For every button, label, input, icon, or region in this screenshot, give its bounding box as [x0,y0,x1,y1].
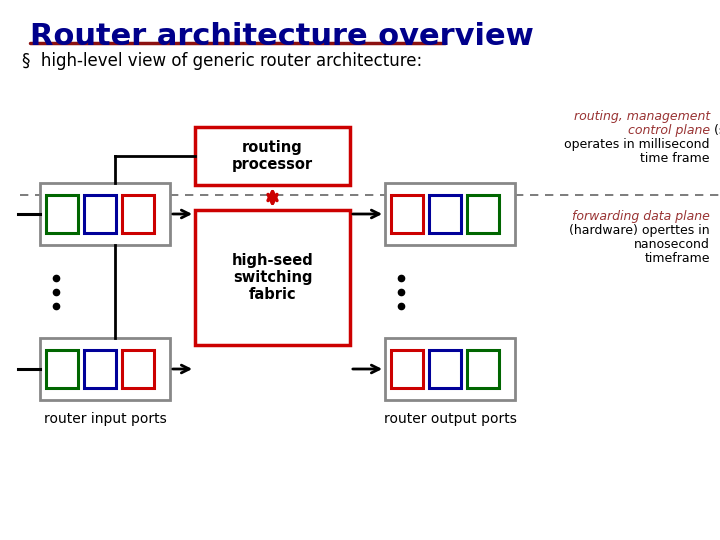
Bar [195,210,350,345]
Bar [391,350,423,388]
Bar [122,195,154,233]
Bar [467,195,499,233]
Bar [40,338,170,400]
Bar [385,338,515,400]
Text: timeframe: timeframe [644,252,710,265]
Text: routing, management: routing, management [574,110,710,123]
Text: high-seed
switching
fabric: high-seed switching fabric [232,253,313,302]
Text: router output ports: router output ports [384,412,516,426]
Text: operates in millisecond: operates in millisecond [564,138,710,151]
Text: routing
processor: routing processor [232,140,313,172]
Text: time frame: time frame [641,152,710,165]
Bar [40,183,170,245]
Text: nanosecond: nanosecond [634,238,710,251]
Bar [429,195,461,233]
Bar [84,350,116,388]
Bar [46,195,78,233]
Text: router input ports: router input ports [44,412,166,426]
Bar [195,127,350,185]
Bar [467,350,499,388]
Text: (hardware) operttes in: (hardware) operttes in [570,224,710,237]
Bar [46,350,78,388]
Bar [84,195,116,233]
Bar [391,195,423,233]
Text: control plane: control plane [628,124,710,137]
Bar [385,183,515,245]
Text: (software): (software) [710,124,720,137]
Text: Router architecture overview: Router architecture overview [30,22,534,51]
Bar [429,350,461,388]
Text: §  high-level view of generic router architecture:: § high-level view of generic router arch… [22,52,422,70]
Bar [122,350,154,388]
Text: forwarding data plane: forwarding data plane [572,210,710,223]
